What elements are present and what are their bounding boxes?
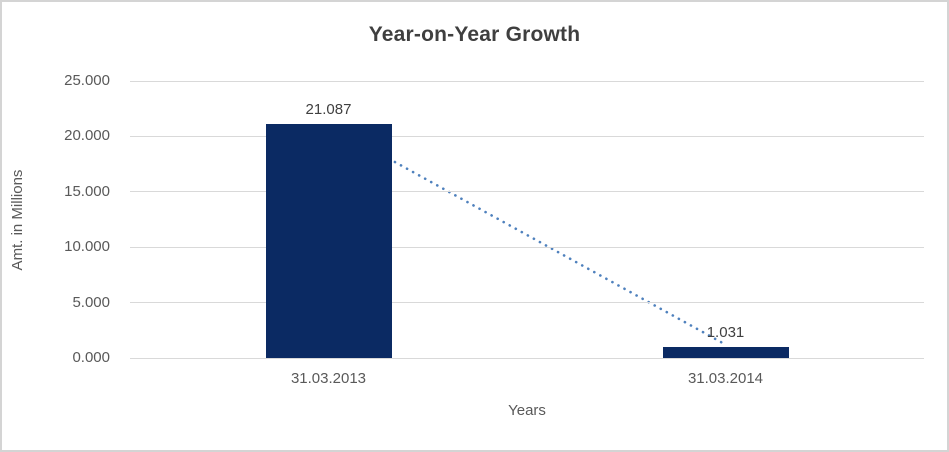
bar-31.03.2013 bbox=[265, 124, 392, 358]
gridline bbox=[130, 191, 924, 193]
x-tick-label: 31.03.2013 bbox=[290, 370, 367, 387]
gridline bbox=[130, 80, 924, 82]
data-label: 21.087 bbox=[305, 101, 352, 119]
y-tick-label: 0.000 bbox=[72, 349, 110, 366]
trendline bbox=[327, 124, 727, 346]
y-tick-label: 25.000 bbox=[64, 72, 110, 89]
gridline bbox=[130, 135, 924, 137]
y-tick-label: 20.000 bbox=[64, 127, 110, 145]
gridline bbox=[130, 246, 924, 248]
y-tick-label: 15.000 bbox=[64, 182, 110, 200]
y-axis-title: Amt. in Millions bbox=[9, 169, 26, 271]
chart-title: Year-on-Year Growth bbox=[368, 23, 581, 46]
y-tick-label: 5.000 bbox=[72, 293, 110, 311]
gridline bbox=[130, 357, 924, 359]
trendline-path bbox=[327, 124, 727, 346]
y-tick-label: 10.000 bbox=[64, 238, 110, 256]
gridline bbox=[130, 302, 924, 304]
data-label: 1.031 bbox=[706, 323, 745, 341]
bar-31.03.2014 bbox=[662, 346, 789, 358]
x-axis-title: Years bbox=[508, 402, 546, 419]
plot-area bbox=[130, 80, 924, 359]
x-tick-label: 31.03.2014 bbox=[687, 370, 764, 387]
